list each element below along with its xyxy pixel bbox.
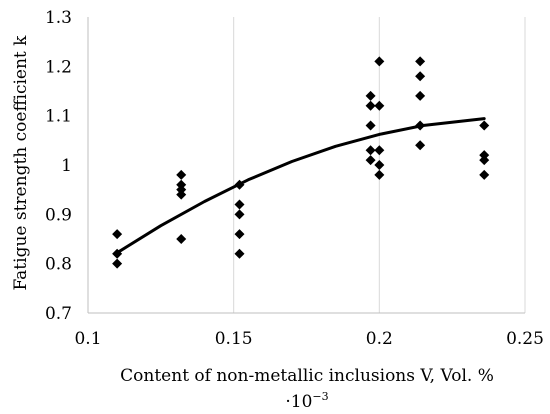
data-point bbox=[176, 234, 187, 244]
data-point bbox=[365, 155, 376, 166]
data-point bbox=[479, 169, 490, 180]
data-point bbox=[234, 248, 245, 259]
data-point bbox=[415, 140, 426, 151]
x-tick-label: 0.2 bbox=[366, 329, 393, 349]
x-axis-unit-base: ·10 bbox=[285, 392, 312, 412]
trendline-layer bbox=[115, 117, 486, 255]
data-point bbox=[365, 145, 376, 156]
data-point bbox=[374, 100, 385, 111]
data-point bbox=[415, 90, 426, 101]
y-tick-label: 1.1 bbox=[45, 107, 72, 127]
y-tick-label: 0.8 bbox=[45, 255, 72, 275]
data-point bbox=[365, 100, 376, 111]
data-point bbox=[415, 71, 426, 82]
x-axis-unit-exponent: −3 bbox=[312, 390, 328, 403]
data-point bbox=[234, 199, 245, 210]
x-axis-title: Content of non-metallic inclusions V, Vo… bbox=[120, 366, 494, 386]
data-point bbox=[374, 169, 385, 180]
x-tick-label: 0.15 bbox=[215, 329, 253, 349]
y-tick-label: 1.3 bbox=[45, 8, 72, 28]
axes bbox=[87, 17, 525, 314]
data-point bbox=[365, 90, 376, 101]
data-point bbox=[176, 189, 187, 200]
x-tick-label: 0.1 bbox=[74, 329, 101, 349]
data-point bbox=[112, 229, 123, 240]
grid-lines bbox=[87, 17, 526, 313]
data-point bbox=[374, 145, 385, 156]
x-tick-label: 0.25 bbox=[506, 329, 544, 349]
data-point bbox=[365, 120, 376, 131]
data-point bbox=[234, 179, 245, 190]
y-tick-label: 1.2 bbox=[45, 57, 72, 77]
data-point bbox=[112, 258, 123, 269]
y-tick-label: 0.7 bbox=[45, 304, 72, 324]
data-point bbox=[112, 248, 123, 259]
trendline bbox=[115, 117, 486, 255]
x-axis-title-unit: ·10−3 bbox=[285, 390, 328, 412]
data-point bbox=[479, 155, 490, 166]
y-tick-label: 0.9 bbox=[45, 205, 72, 225]
data-point bbox=[415, 56, 426, 67]
y-tick-label: 1 bbox=[61, 156, 72, 176]
data-point bbox=[374, 56, 385, 67]
data-point bbox=[374, 160, 385, 170]
data-points bbox=[112, 56, 490, 269]
tick-labels: 0.1 0.15 0.2 0.25 0.7 0.8 0.9 1 1.1 1.2 1.3 bbox=[45, 8, 544, 349]
data-point bbox=[234, 209, 245, 220]
data-point bbox=[234, 229, 245, 240]
data-point bbox=[176, 169, 187, 180]
data-point bbox=[479, 120, 490, 131]
data-point bbox=[415, 120, 426, 131]
y-axis-title: Fatigue strength coefficient k bbox=[11, 35, 31, 291]
